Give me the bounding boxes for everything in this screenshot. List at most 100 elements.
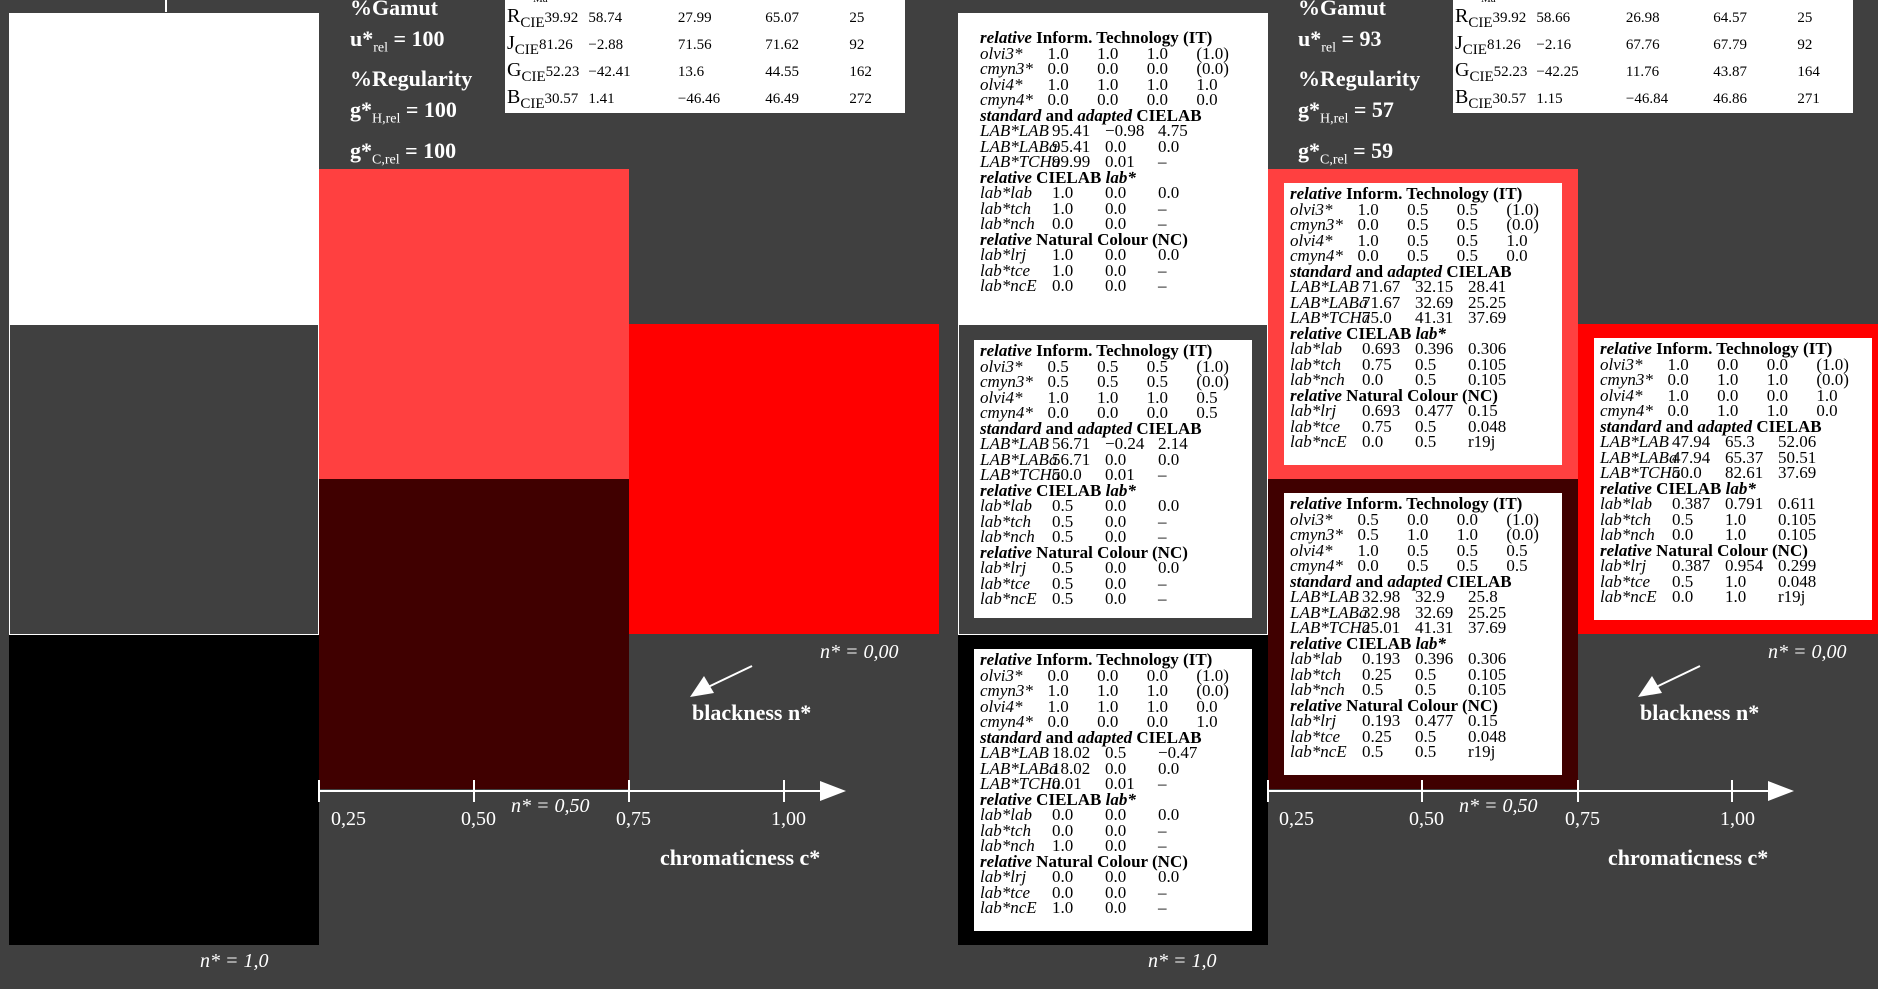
dark-red-square (319, 479, 629, 789)
card-row: cmyn3* 0.0 1.0 1.0 (0.0) (1600, 370, 1849, 389)
card-black: relative Inform. Technology (IT) olvi3* 0.… (974, 649, 1252, 931)
gH-line: g*H,rel = 57 (1298, 97, 1394, 127)
card-row: LAB*LABa 71.67 32.69 25.25 (1290, 292, 1507, 312)
table-cell: BCIE30.57 (1455, 86, 1527, 112)
chromaticness-label: chromaticness c* (660, 845, 821, 870)
table-row: RCIE39.92 58.74 27.99 65.07 25 (505, 5, 905, 32)
card-section-header: relative Natural Colour (NC) (1290, 695, 1498, 715)
table-cell: 272 (849, 91, 872, 107)
table-cell: 1.41 (588, 91, 615, 107)
table-cell: 27.99 (677, 10, 712, 26)
chromaticness-label: chromaticness c* (1608, 845, 1769, 870)
card-row: lab*nch 0.5 0.0– (980, 527, 1167, 546)
card-section-header: standard and adapted CIELAB (980, 105, 1202, 125)
card-row: lab*lab 1.0 0.0 0.0 (980, 183, 1180, 202)
card-row: olvi4* 1.0 0.5 0.5 0.5 (1290, 540, 1528, 560)
info-block: %Gamut u*rel = 100 %Regularity g*H,rel =… (350, 0, 472, 175)
card-row: LAB*LABa 18.02 0.0 0.0 (980, 758, 1180, 778)
tick-label: 1,00 (1720, 808, 1755, 830)
table-cell: 71.56 (677, 37, 712, 53)
u-rel-line: u*rel = 93 (1298, 26, 1382, 56)
cie-table: Ma (505, 0, 905, 5)
card-row: LAB*TCHa 50.0 82.61 37.69 (1600, 463, 1817, 482)
table-row: GCIE52.23 −42.25 11.76 43.87 164 (1453, 59, 1853, 86)
card-row: lab*lab 0.0 0.0 0.0 (980, 805, 1180, 824)
card-section-header: standard and adapted CIELAB (1600, 416, 1822, 436)
card-row: LAB*TCHa 75.0 41.31 37.69 (1290, 308, 1507, 327)
card-section-header: relative Natural Colour (NC) (980, 542, 1188, 562)
card-section-header: relative CIELAB lab* (1290, 633, 1446, 653)
card-row: lab*tch 0.75 0.5 0.105 (1290, 354, 1507, 374)
table-row: BCIE30.57 1.15 −46.84 46.86 271 (1453, 86, 1853, 113)
tick-label: 0,50 (461, 808, 496, 830)
card-row: lab*tce 1.0 0.0– (980, 260, 1167, 280)
gamut-label: %Gamut (1298, 0, 1386, 20)
card-row: lab*nch 1.0 0.0– (980, 836, 1167, 855)
table-cell: 58.74 (588, 10, 623, 26)
card-row: cmyn4* 0.0 0.0 0.0 0.5 (980, 403, 1218, 422)
card-row: LAB*LABa 32.98 32.69 25.25 (1290, 602, 1507, 622)
card-row: olvi4* 1.0 1.0 1.0 1.0 (980, 74, 1218, 94)
card-row: lab*tch 0.25 0.5 0.105 (1290, 664, 1507, 684)
axis-svg (1267, 665, 1794, 802)
card-row: lab*lab 0.193 0.396 0.306 (1290, 649, 1507, 668)
card-section-header: relative Natural Colour (NC) (1600, 540, 1808, 560)
n-000-label: n* = 0,00 (820, 641, 899, 663)
blackness-arrow-head (690, 676, 714, 697)
table-cell: −46.84 (1625, 91, 1669, 107)
table-cell: JCIE81.26 (1455, 32, 1521, 58)
tick-label: 1,00 (771, 808, 806, 830)
card-row: lab*ncE 0.0 0.0– (980, 276, 1167, 295)
table-cell: 162 (849, 64, 872, 80)
table-cell: 11.76 (1625, 64, 1660, 80)
table-cell: GCIE52.23 (1455, 59, 1528, 85)
card-row: LAB*LAB 32.98 32.9 25.8 (1290, 587, 1498, 606)
table-cell: 271 (1797, 91, 1820, 107)
table-cell: JCIE81.26 (507, 32, 573, 58)
cie-table: Ma (1453, 0, 1853, 5)
card-row: LAB*LABa 56.71 0.0 0.0 (980, 449, 1180, 469)
table-row: JCIE81.26 −2.88 71.56 71.62 92 (505, 32, 905, 59)
gC-line: g*C,rel = 59 (1298, 137, 1394, 168)
white-square (9, 13, 319, 324)
card-dark-red: relative Inform. Technology (IT) olvi3* 0.… (1284, 493, 1562, 775)
info-block: %Gamut u*rel = 93 %Regularity g*H,rel = … (1298, 0, 1420, 175)
table-cell: 64.57 (1713, 10, 1747, 26)
card-row: lab*nch 0.0 0.5 0.105 (1290, 370, 1507, 389)
card-row: lab*ncE 0.0 1.0 r19j (1600, 587, 1806, 606)
table-cell: 58.66 (1536, 10, 1571, 26)
grey-square (9, 324, 319, 635)
card-section-header: standard and adapted CIELAB (980, 727, 1202, 747)
card-section-header: relative Inform. Technology (IT) (980, 28, 1213, 47)
table-cell: BCIE30.57 (507, 86, 579, 112)
card-section-header: relative CIELAB lab* (1290, 323, 1446, 343)
card-section-header: relative CIELAB lab* (980, 167, 1136, 187)
n-050-label: n* = 0,50 (511, 795, 590, 817)
card-row: lab*ncE 0.0 0.5 r19j (1290, 432, 1496, 451)
card-row: LAB*LAB 56.71 −0.24 2.14 (980, 434, 1188, 453)
black-square (9, 635, 319, 945)
table-cell: 46.49 (765, 91, 799, 107)
card-row: olvi3* 1.0 0.5 0.5 (1.0) (1290, 199, 1539, 219)
card-row: olvi4* 1.0 0.5 0.5 1.0 (1290, 230, 1528, 250)
table-cell: 25 (849, 10, 865, 26)
regularity-label: %Regularity (1298, 66, 1421, 92)
card-row: cmyn3* 0.0 0.5 0.5 (0.0) (1290, 215, 1539, 234)
card-row: lab*lab 0.693 0.396 0.306 (1290, 339, 1507, 358)
tick-label: 0,25 (1279, 808, 1314, 830)
card-row: cmyn4* 0.0 0.5 0.5 0.0 (1290, 246, 1528, 265)
blackness-arrow-line (705, 665, 753, 689)
table-cell: 43.87 (1713, 64, 1747, 80)
card-section-header: relative Natural Colour (NC) (980, 851, 1188, 871)
table-cell: 46.86 (1713, 91, 1747, 107)
card-row: lab*tce 0.5 1.0 0.048 (1600, 571, 1817, 591)
table-cell: −42.41 (588, 64, 631, 80)
card-row: lab*ncE 1.0 0.0– (980, 898, 1167, 917)
table-cell: 92 (1797, 37, 1813, 53)
n-000-label: n* = 0,00 (1768, 641, 1847, 663)
card-section-header: relative Inform. Technology (IT) (1600, 339, 1833, 358)
card-row: LAB*TCHa 99.99 0.01– (980, 152, 1167, 171)
card-section-header: relative Inform. Technology (IT) (1290, 184, 1523, 203)
red-square (629, 324, 939, 634)
card-section-header: relative CIELAB lab* (980, 480, 1136, 500)
